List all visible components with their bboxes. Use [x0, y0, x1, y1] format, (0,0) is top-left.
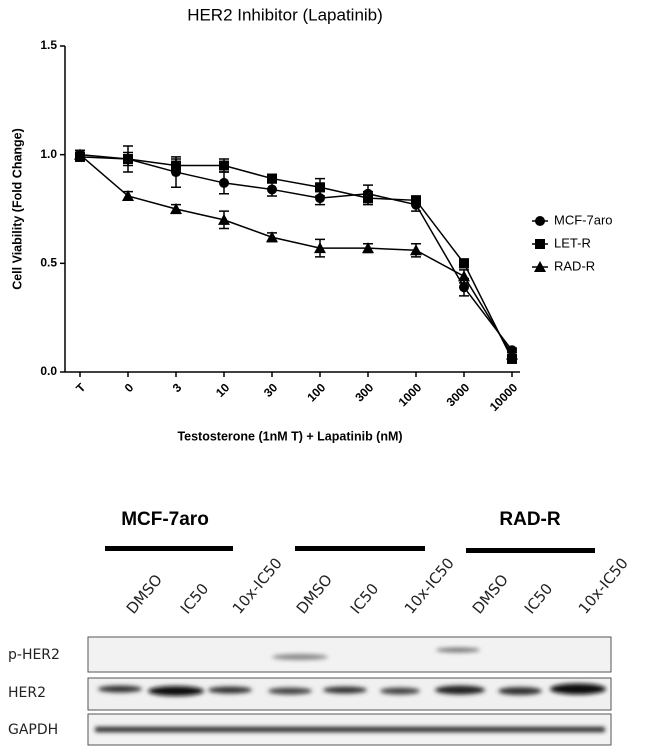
legend-label: MCF-7aro: [554, 212, 613, 227]
marker: [362, 242, 374, 254]
marker: [315, 182, 325, 193]
marker: [314, 242, 326, 254]
marker: [535, 216, 545, 226]
plot: 0.0 0.5 1.0 1.5 T 0 3 10 30 100 300 1000 3000 10000 MC…: [40, 38, 612, 414]
marker: [458, 270, 470, 282]
group-label: RAD-R: [499, 509, 560, 530]
y-tick-label: 0.0: [40, 364, 57, 378]
row-label: HER2: [8, 685, 46, 701]
series-line: [79, 156, 513, 360]
row-label: GAPDH: [8, 722, 58, 738]
band: [208, 686, 252, 694]
marker: [506, 348, 518, 360]
lane-label: IC50: [521, 580, 557, 618]
marker: [170, 203, 182, 214]
marker: [171, 160, 181, 171]
band: [323, 686, 367, 694]
marker: [219, 177, 229, 188]
lane-label: IC50: [347, 580, 383, 618]
marker: [267, 173, 277, 184]
chart-title: HER2 Inhibitor (Lapatinib): [187, 5, 383, 24]
x-tick-label: 1000: [396, 380, 425, 409]
marker: [74, 148, 86, 160]
x-tick-label: 10: [213, 380, 233, 400]
marker: [218, 213, 230, 225]
band: [268, 687, 312, 695]
lane-label: DMSO: [469, 571, 512, 618]
x-tick-label: 0: [122, 380, 137, 395]
group-bar: [295, 546, 425, 551]
lane-label: 10x-IC50: [229, 554, 286, 617]
bands: [95, 647, 606, 732]
band: [98, 685, 142, 693]
band: [95, 727, 605, 732]
group-bar: [105, 546, 233, 551]
series-line: [79, 153, 513, 351]
lane-label: IC50: [177, 580, 213, 618]
lane-label: 10x-IC50: [401, 554, 458, 617]
row-label: p-HER2: [8, 647, 60, 663]
marker: [411, 195, 421, 206]
y-tick-label: 0.5: [40, 256, 57, 270]
band: [272, 654, 328, 660]
y-tick-label: 1.0: [40, 147, 57, 161]
series-line: [79, 154, 513, 356]
lane-label: 10x-IC50: [575, 554, 632, 617]
marker: [122, 189, 134, 201]
blot-panel: MCF-7aro RAD-R DMSO IC50 10x-IC50 DMSO IC50 1…: [8, 509, 632, 746]
marker: [459, 258, 469, 269]
x-tick-label: T: [73, 380, 89, 396]
band: [435, 685, 485, 695]
marker: [410, 244, 422, 256]
group-label: MCF-7aro: [121, 509, 209, 530]
marker: [459, 282, 469, 293]
marker: [266, 231, 278, 243]
lane-label: DMSO: [293, 571, 336, 618]
legend-label: LET-R: [554, 235, 591, 250]
marker: [534, 261, 546, 272]
y-axis-title: Cell Viability (Fold Change): [10, 128, 24, 290]
marker: [219, 160, 229, 171]
x-tick-label: 3000: [444, 380, 473, 409]
marker: [123, 154, 133, 165]
legend-label: RAD-R: [554, 258, 595, 273]
x-tick-label: 10000: [487, 380, 521, 414]
lane-label: DMSO: [123, 571, 166, 618]
band: [148, 686, 204, 696]
x-axis-title: Testosterone (1nM T) + Lapatinib (nM): [177, 429, 402, 443]
band: [498, 687, 542, 695]
lane-labels: DMSO IC50 10x-IC50 DMSO IC50 10x-IC50 DMSO IC50…: [123, 554, 632, 617]
group-bar: [466, 548, 595, 553]
marker: [363, 193, 373, 204]
band: [436, 647, 480, 653]
band: [380, 687, 420, 695]
x-tick-label: 300: [352, 380, 376, 404]
x-tick-label: 100: [304, 380, 328, 404]
x-tick-label: 3: [170, 380, 185, 395]
y-tick-label: 1.5: [40, 38, 57, 52]
marker: [267, 184, 277, 195]
marker: [535, 239, 545, 249]
band: [550, 683, 606, 695]
x-tick-label: 30: [261, 380, 281, 400]
blot-strip: [87, 636, 612, 673]
